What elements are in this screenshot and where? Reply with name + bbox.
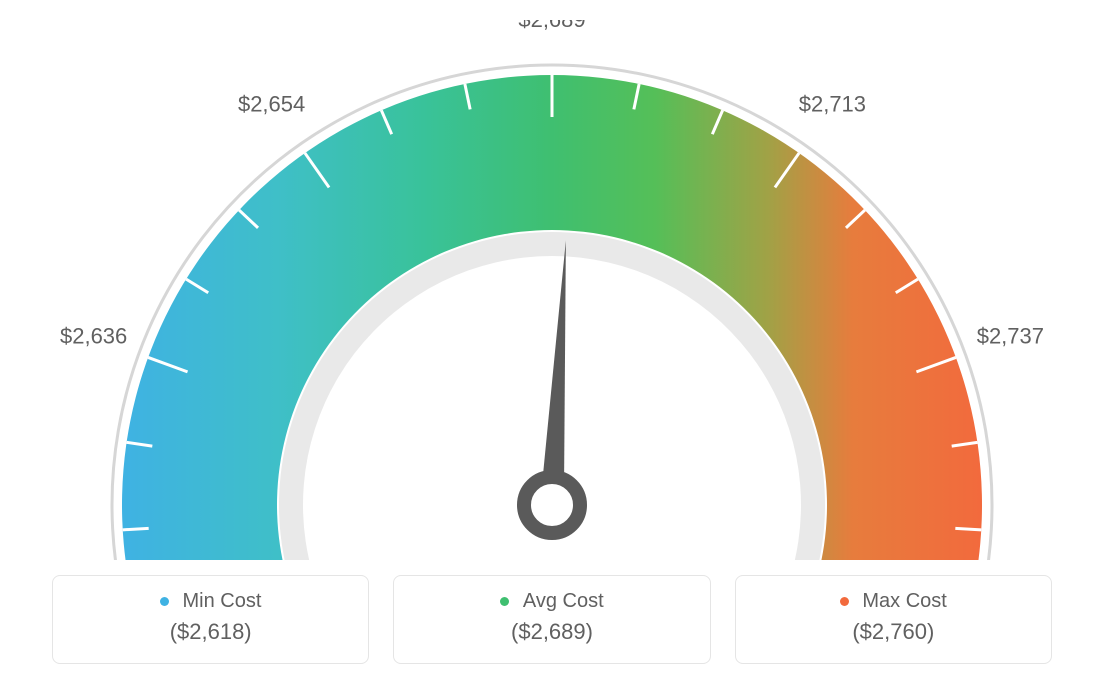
gauge-tick	[955, 528, 981, 530]
dot-avg	[500, 597, 509, 606]
label-avg: Avg Cost	[523, 590, 604, 612]
card-avg: Avg Cost ($2,689)	[393, 575, 710, 664]
value-min: ($2,618)	[63, 619, 358, 645]
gauge-scale-label: $2,737	[977, 323, 1044, 348]
label-min: Min Cost	[182, 590, 261, 612]
gauge-scale-label: $2,654	[238, 91, 305, 116]
gauge-scale-label: $2,713	[799, 91, 866, 116]
gauge-chart: $2,618$2,636$2,654$2,689$2,713$2,737$2,7…	[52, 20, 1052, 560]
label-max: Max Cost	[862, 590, 946, 612]
card-min: Min Cost ($2,618)	[52, 575, 369, 664]
gauge-scale-label: $2,636	[60, 323, 127, 348]
card-max: Max Cost ($2,760)	[735, 575, 1052, 664]
gauge-scale-label: $2,689	[518, 20, 585, 32]
value-max: ($2,760)	[746, 619, 1041, 645]
gauge-needle	[540, 240, 566, 506]
dot-min	[160, 597, 169, 606]
cost-cards: Min Cost ($2,618) Avg Cost ($2,689) Max …	[52, 575, 1052, 664]
gauge-tick	[123, 528, 149, 530]
gauge-needle-hub	[524, 477, 580, 533]
chart-wrap: $2,618$2,636$2,654$2,689$2,713$2,737$2,7…	[0, 0, 1104, 690]
dot-max	[840, 597, 849, 606]
value-avg: ($2,689)	[404, 619, 699, 645]
